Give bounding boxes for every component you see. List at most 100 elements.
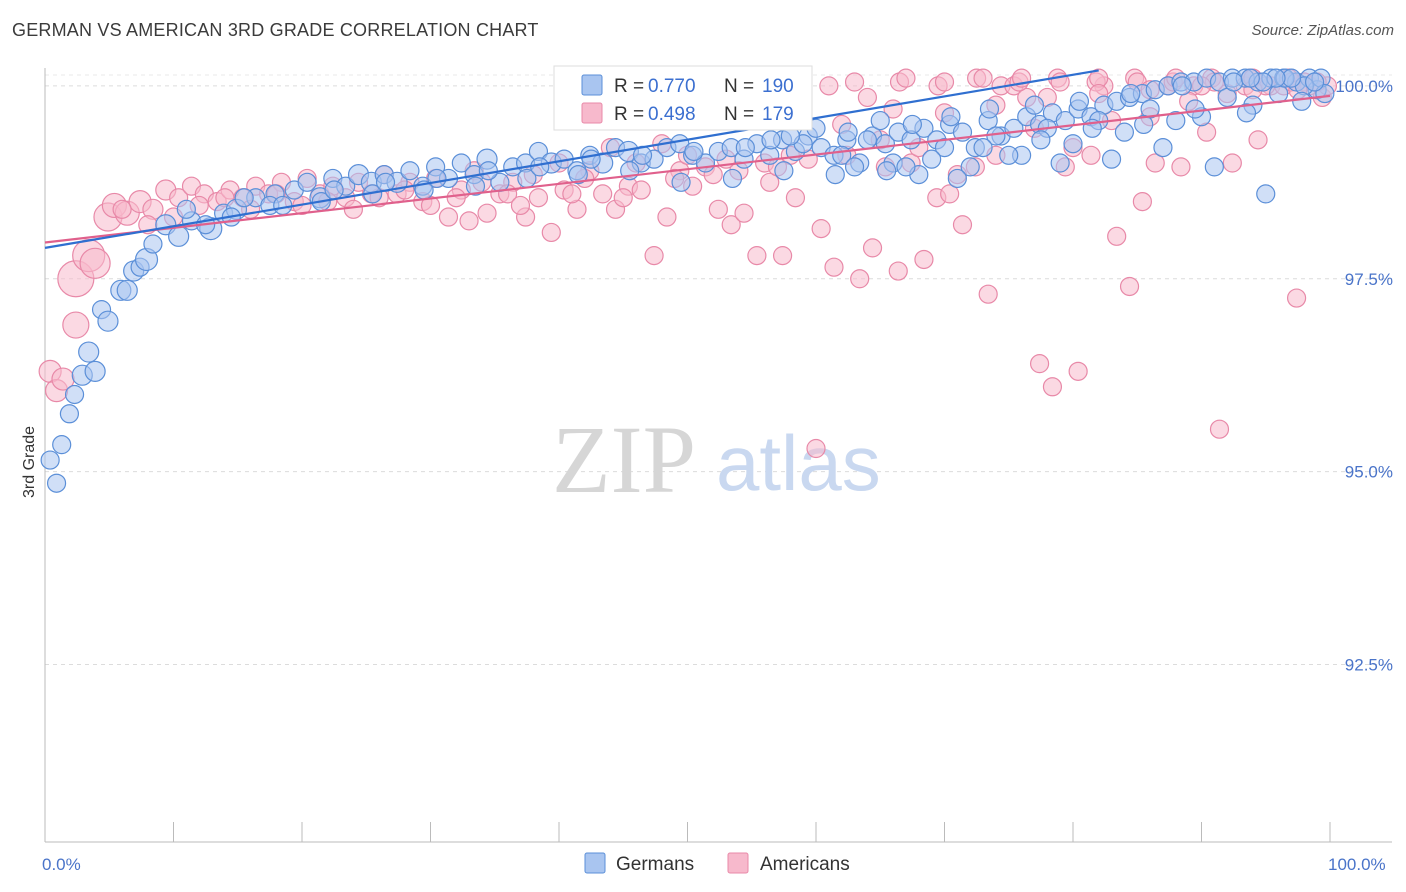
american-point-144 [819, 76, 839, 96]
american-point-94 [1209, 419, 1230, 439]
german-point-148 [1292, 91, 1312, 111]
german-point-172 [234, 188, 254, 208]
y-tick-label-3: 92.5% [1345, 656, 1393, 675]
american-point-184 [562, 184, 582, 204]
american-point-145 [857, 87, 878, 108]
germans-legend-label: Germans [616, 854, 694, 875]
german-point-173 [273, 195, 293, 216]
american-point-76 [978, 284, 998, 304]
trend-lines [44, 69, 1331, 249]
watermark-atlas: atlas [716, 419, 881, 507]
americans-legend-label: Americans [760, 854, 850, 875]
american-point-158 [844, 72, 865, 92]
german-trend-line [44, 69, 1099, 249]
american-point-49 [631, 180, 651, 200]
american-point-41 [528, 188, 549, 208]
german-point-138 [902, 114, 922, 135]
german-points [40, 68, 1335, 493]
german-point-160 [671, 172, 691, 192]
bottom-legend: Germans Americans [584, 852, 850, 875]
american-point-69 [888, 261, 908, 281]
american-point-81 [1042, 377, 1063, 397]
american-point-71 [914, 249, 934, 270]
american-point-73 [940, 184, 960, 204]
german-point-145 [1224, 72, 1244, 92]
y-tick-label-0: 100.0% [1335, 77, 1393, 96]
german-point-25 [297, 172, 317, 192]
source-label: Source: ZipAtlas.com [1251, 22, 1394, 39]
american-point-86 [1107, 226, 1127, 246]
german-point-136 [838, 122, 858, 142]
y-tick-label-2: 95.0% [1345, 463, 1393, 482]
german-point-140 [979, 99, 1000, 119]
y-tick-label-1: 97.5% [1345, 270, 1393, 289]
american-n-label: N = [724, 104, 754, 125]
american-point-66 [850, 269, 870, 289]
german-point-133 [1256, 184, 1276, 204]
german-point-157 [825, 164, 845, 185]
american-point-51 [657, 207, 677, 227]
german-point-137 [870, 110, 890, 131]
germans-swatch [584, 852, 606, 874]
german-point-139 [941, 107, 961, 127]
german-point-177 [478, 161, 498, 181]
watermark-zip: ZIP [552, 406, 696, 513]
american-point-46 [593, 184, 613, 204]
german-point-182 [735, 137, 755, 158]
american-point-42 [541, 222, 561, 243]
german-point-142 [1069, 91, 1090, 111]
german-r-label: R = [614, 76, 644, 97]
chart-title: GERMAN VS AMERICAN 3RD GRADE CORRELATION… [12, 20, 539, 40]
german-point-143 [1121, 83, 1141, 104]
american-point-59 [760, 172, 780, 192]
american-point-183 [613, 188, 633, 208]
german-point-132 [1204, 157, 1224, 177]
american-point-83 [1068, 361, 1088, 381]
german-point-130 [1101, 149, 1122, 169]
x-tick-label-min: 0.0% [42, 855, 81, 874]
y-axis-title: 3rd Grade [21, 426, 38, 498]
american-point-37 [477, 203, 497, 223]
german-point-126 [896, 157, 916, 177]
german-n-value: 190 [762, 76, 794, 97]
german-point-33 [400, 161, 420, 181]
german-point-183 [761, 130, 781, 150]
german-point-153 [1031, 130, 1051, 150]
german-point-0 [40, 450, 60, 470]
american-point-34 [438, 207, 459, 227]
american-point-95 [1222, 153, 1242, 173]
german-point-129 [1050, 153, 1070, 173]
german-point-127 [947, 168, 967, 189]
americans-swatch [727, 852, 749, 874]
german-point-174 [324, 180, 344, 200]
german-point-2 [52, 435, 72, 455]
american-point-130 [446, 188, 466, 208]
german-point-110 [934, 137, 955, 158]
german-point-154 [973, 137, 993, 158]
german-point-125 [844, 157, 865, 177]
x-tick-label-max: 100.0% [1328, 855, 1386, 874]
german-point-37 [451, 153, 471, 173]
german-point-117 [1114, 122, 1135, 142]
german-point-171 [176, 199, 196, 219]
german-point-181 [684, 141, 704, 162]
german-point-3 [59, 404, 80, 424]
american-point-55 [708, 199, 728, 219]
german-point-155 [922, 149, 942, 169]
american-point-3 [62, 311, 90, 339]
american-r-value: 0.498 [648, 104, 696, 125]
german-point-162 [568, 164, 588, 185]
german-point-179 [581, 149, 601, 169]
american-point-58 [747, 246, 767, 266]
german-point-185 [1304, 72, 1325, 92]
american-point-159 [896, 68, 916, 88]
y-tick-labels: 100.0% 97.5% 95.0% 92.5% [1335, 77, 1393, 675]
german-point-6 [78, 341, 100, 363]
german-point-144 [1172, 76, 1192, 96]
german-point-158 [774, 161, 794, 181]
german-point-128 [999, 145, 1019, 165]
american-point-89 [1145, 153, 1165, 173]
american-point-88 [1132, 191, 1152, 212]
american-point-185 [510, 195, 531, 216]
german-point-156 [877, 161, 897, 181]
